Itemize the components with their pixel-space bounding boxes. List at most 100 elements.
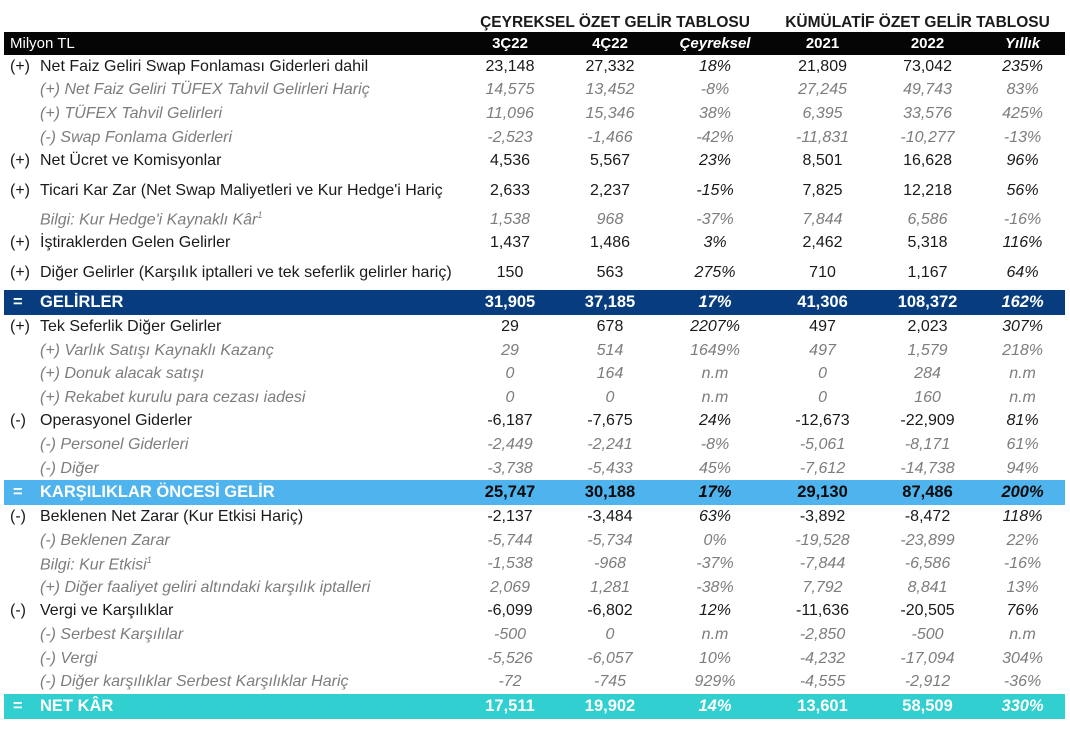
value-2021-text: -2,850: [799, 626, 846, 644]
row-label: (-) Beklenen Zarar: [40, 529, 460, 553]
value-quarterly-change: 17%: [660, 480, 771, 506]
value-2021: -4,232: [770, 647, 875, 671]
row-label-text: NET KÂR: [40, 697, 114, 716]
line-item-row: (+) Tek Seferlik Diğer Gelirler 29 678 2207%…: [4, 315, 1065, 339]
value-2022-text: -23,899: [900, 531, 955, 549]
value-3q22-text: 14,575: [485, 81, 535, 99]
value-quarterly-change-text: -38%: [696, 578, 734, 596]
value-2021: -11,636: [770, 600, 875, 624]
value-quarterly-change-text: 1649%: [690, 341, 740, 359]
value-4q22-text: 1,281: [589, 578, 631, 596]
value-2022: 33,576: [875, 102, 980, 126]
row-label: (-) Diğer: [40, 457, 460, 481]
value-2022: 8,841: [875, 576, 980, 600]
value-yearly-change-text: 13%: [1006, 578, 1039, 596]
value-3q22: 31,905: [460, 290, 560, 316]
value-4q22: -5,433: [560, 457, 660, 481]
value-yearly-change: n.m: [980, 623, 1065, 647]
value-yearly-change-text: 200%: [1001, 483, 1044, 502]
value-4q22: 563: [560, 255, 660, 290]
value-2021: 0: [770, 386, 875, 410]
row-label: Net Ücret ve Komisyonlar: [40, 149, 460, 173]
total-row: = GELİRLER 31,905 37,185 17% 41,306 108,372 162…: [4, 290, 1066, 316]
sub-item-row: (+) Donuk alacak satışı 0 164 n.m 0 284 n.m: [4, 362, 1065, 386]
total-row: = NET KÂR 17,511 19,902 14% 13,601 58,509 330%: [4, 694, 1066, 720]
value-2021-text: 27,245: [798, 81, 847, 99]
value-quarterly-change-text: -42%: [696, 128, 734, 146]
row-symbol: (+): [4, 232, 40, 256]
unit-label: Milyon TL: [4, 32, 460, 55]
value-yearly-change: -13%: [980, 126, 1065, 150]
value-4q22: 30,188: [560, 480, 660, 506]
row-label-text: Ticari Kar Zar (Net Swap Maliyetleri ve …: [40, 181, 443, 199]
value-2021: 21,809: [770, 55, 875, 79]
value-quarterly-change: 45%: [660, 457, 770, 481]
row-symbol-text: (-): [10, 508, 26, 526]
row-symbol-text: =: [13, 483, 23, 502]
value-2021-text: 6,395: [802, 104, 843, 122]
row-label: (+) Varlık Satışı Kaynaklı Kazanç: [40, 339, 460, 363]
value-2022: -2,912: [875, 670, 980, 694]
value-2021-text: 497: [809, 341, 836, 359]
row-symbol: (+): [4, 315, 40, 339]
value-3q22: -2,523: [460, 126, 560, 150]
value-yearly-change: 22%: [980, 529, 1065, 553]
row-label: (-) Swap Fonlama Giderleri: [40, 126, 460, 150]
row-symbol: [4, 433, 40, 457]
value-3q22-text: 23,148: [485, 57, 535, 75]
income-table: ÇEYREKSEL ÖZET GELİR TABLOSU KÜMÜLATİF Ö…: [4, 7, 1066, 720]
value-3q22-text: 1,437: [489, 234, 531, 252]
row-symbol: [4, 362, 40, 386]
row-symbol: (-): [4, 410, 40, 434]
row-symbol: [4, 457, 40, 481]
value-quarterly-change: 275%: [660, 255, 770, 290]
row-label: (+) Donuk alacak satışı: [40, 362, 460, 386]
value-quarterly-change: 18%: [660, 55, 770, 79]
value-3q22: -2,449: [460, 433, 560, 457]
value-2022-text: 73,042: [903, 57, 952, 75]
value-4q22: -5,734: [560, 529, 660, 553]
value-2022: -23,899: [875, 529, 980, 553]
cumulative-group-title: KÜMÜLATİF ÖZET GELİR TABLOSU: [785, 14, 1050, 31]
value-yearly-change: 56%: [980, 173, 1065, 208]
value-2022: -10,277: [875, 126, 980, 150]
row-label-text: (-) Serbest Karşılılar: [40, 626, 184, 644]
value-yearly-change: 307%: [980, 315, 1065, 339]
value-yearly-change: 116%: [980, 232, 1065, 256]
value-4q22-text: 30,188: [584, 483, 636, 502]
row-symbol-text: (+): [10, 264, 30, 282]
row-symbol: (+): [4, 55, 40, 79]
value-2022-text: 8,841: [907, 578, 948, 596]
row-label: (+) Diğer faaliyet geliri altındaki karş…: [40, 576, 460, 600]
value-2022-text: -17,094: [900, 649, 955, 667]
value-2022: 49,743: [875, 79, 980, 103]
value-2022-text: -14,738: [900, 459, 955, 477]
sub-item-row: (+) TÜFEX Tahvil Gelirleri 11,096 15,346 38…: [4, 102, 1065, 126]
value-3q22-text: 11,096: [486, 104, 534, 122]
value-2022: 12,218: [875, 173, 980, 208]
value-2022-text: -20,505: [900, 602, 955, 620]
value-2022-text: 12,218: [903, 181, 952, 199]
value-3q22: 1,437: [460, 232, 560, 256]
value-quarterly-change: 1649%: [660, 339, 770, 363]
value-3q22: -500: [460, 623, 560, 647]
row-symbol: (+): [4, 173, 40, 208]
value-yearly-change-text: 304%: [1002, 649, 1043, 667]
value-quarterly-change-text: n.m: [701, 388, 729, 406]
row-symbol: [4, 102, 40, 126]
value-2022-text: -500: [911, 626, 944, 644]
value-quarterly-change: 14%: [660, 694, 771, 720]
row-label: Beklenen Net Zarar (Kur Etkisi Hariç): [40, 505, 460, 529]
row-label: (-) Diğer karşılıklar Serbest Karşılıkla…: [40, 670, 460, 694]
value-3q22-text: -2,449: [487, 435, 533, 453]
value-4q22: -2,241: [560, 433, 660, 457]
value-4q22-text: 19,902: [584, 697, 636, 716]
value-4q22-text: -1,466: [587, 128, 633, 146]
value-yearly-change: 13%: [980, 576, 1065, 600]
value-4q22-text: 5,567: [589, 152, 631, 170]
value-yearly-change: -16%: [980, 208, 1065, 232]
value-2022-text: 284: [914, 365, 941, 383]
value-2022-text: 5,318: [907, 234, 948, 252]
value-2022: -8,171: [875, 433, 980, 457]
value-yearly-change-text: 118%: [1002, 508, 1043, 526]
